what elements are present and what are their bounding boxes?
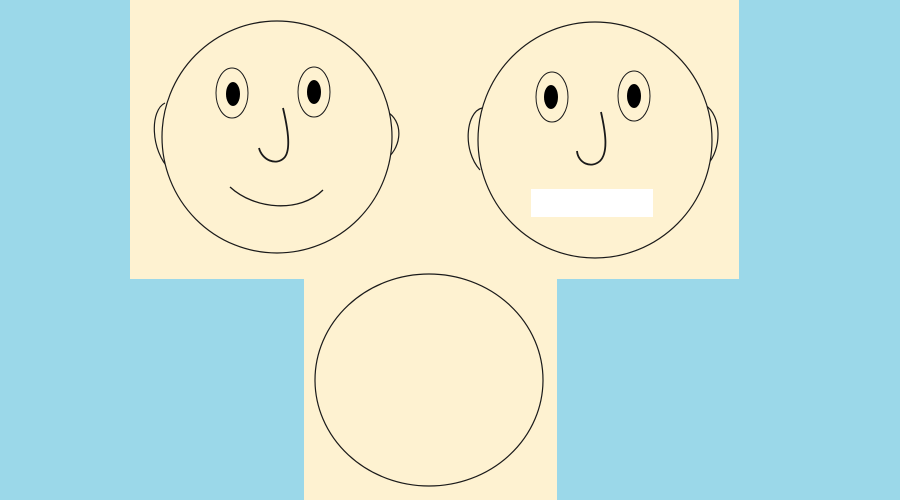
face-smiling <box>153 20 400 254</box>
head-outline <box>161 20 393 254</box>
left-ear <box>467 107 483 171</box>
left-pupil <box>226 82 240 106</box>
right-pupil <box>307 80 321 104</box>
face-blank-mouth <box>467 21 719 259</box>
face-outline-blank <box>314 273 544 487</box>
left-pupil <box>544 85 558 109</box>
head-outline <box>477 21 713 259</box>
head-outline <box>314 273 544 487</box>
blank-mouth-box <box>531 189 653 217</box>
nose <box>576 111 607 166</box>
nose <box>258 107 290 163</box>
smile-mouth <box>229 186 324 207</box>
right-pupil <box>627 84 641 108</box>
